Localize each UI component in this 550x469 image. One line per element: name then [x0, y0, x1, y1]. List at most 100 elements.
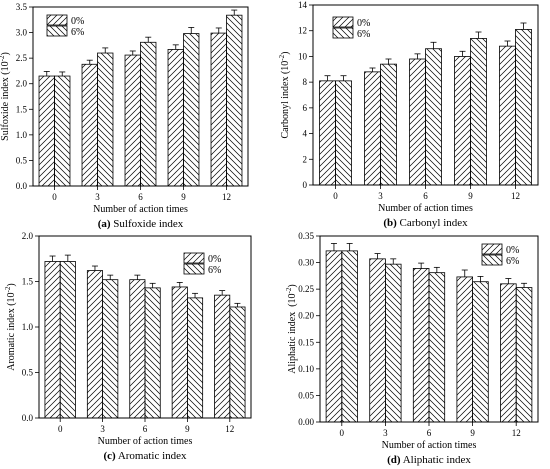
panel-caption: (d) Aliphatic index [387, 454, 471, 466]
y-axis-title-exponent: -2 [285, 287, 293, 293]
y-tick-label: 0.0 [22, 413, 34, 423]
x-tick-label: 6 [138, 192, 143, 202]
x-tick-label: 0 [58, 424, 63, 434]
legend-swatch-6pct [183, 263, 205, 275]
x-tick-label: 12 [511, 191, 520, 201]
y-axis-title: Carbonyl index (10-2) [278, 52, 291, 139]
x-tick-label: 12 [225, 424, 234, 434]
y-tick-label: 0.25 [298, 284, 314, 294]
y-axis-title-exponent: -2 [4, 286, 12, 292]
bar [409, 58, 426, 186]
y-tick-label: 0.0 [16, 181, 28, 191]
panel-caption: (c) Aromatic index [103, 450, 187, 462]
legend: 0% 6% [481, 243, 519, 267]
y-tick-label: 1.5 [16, 104, 28, 114]
legend-swatch-0pct [481, 243, 503, 255]
bar [210, 32, 227, 187]
y-axis-title-end: ) [280, 52, 291, 55]
legend-label-6pct: 6% [208, 265, 221, 276]
legend: 0% 6% [332, 16, 370, 40]
legend-swatch-6pct [46, 25, 68, 37]
y-axis-title-exponent: -2 [0, 55, 6, 61]
x-axis-title: Number of action times [98, 436, 193, 447]
y-tick-label: 2.0 [16, 79, 28, 89]
y-tick-label: 1.5 [22, 277, 34, 287]
y-tick-label: 0.05 [298, 390, 314, 400]
panel-c: 0.0 0.5 1.0 1.5 2.0 0 3 6 9 12 Aromatic index (10… [4, 231, 252, 462]
legend-label-0pct: 0% [208, 254, 221, 265]
y-tick-label: 3.5 [16, 2, 28, 12]
x-tick-label: 0 [333, 191, 338, 201]
y-tick-label: 4 [303, 129, 308, 139]
y-tick-label: 6 [303, 103, 308, 113]
legend-label-0pct: 0% [357, 18, 370, 29]
y-tick-label: 0.30 [298, 258, 314, 268]
bar [124, 54, 141, 187]
caption-text: Aromatic index [116, 450, 187, 462]
bar [140, 41, 157, 187]
bar [97, 52, 114, 187]
bar [380, 63, 397, 186]
y-axis-title-main: Carbonyl index (10 [280, 61, 291, 139]
plot-area: 0 2 4 6 8 10 12 14 0 3 6 9 12 [298, 0, 539, 201]
y-tick-label: 8 [303, 77, 308, 87]
bar [86, 270, 103, 419]
bar [102, 279, 119, 419]
caption-text: Aliphatic index [401, 454, 472, 466]
x-tick-label: 3 [95, 192, 100, 202]
bar [44, 261, 61, 419]
bar [515, 29, 532, 186]
bar [454, 56, 471, 186]
legend-swatch-0pct [332, 16, 354, 28]
bar [428, 272, 446, 423]
panel-caption: (b) Carbonyl index [383, 217, 468, 229]
bar [319, 80, 336, 186]
panel-a: 0.0 0.5 1.0 1.5 2.0 2.5 3.0 3.5 0 3 6 9 12 Sulfoxide… [0, 2, 249, 230]
legend: 0% 6% [46, 14, 84, 38]
legend-label-0pct: 0% [71, 16, 84, 27]
y-tick-label: 3.0 [16, 28, 28, 38]
caption-letter: (a) [98, 218, 111, 230]
bar [369, 258, 386, 423]
y-tick-label: 1.0 [16, 130, 28, 140]
axis-frame [38, 235, 252, 419]
axis-frame [312, 4, 539, 186]
x-axis-title: Number of action times [93, 204, 188, 215]
caption-text: Sulfoxide index [111, 218, 184, 230]
legend-swatch-0pct [183, 252, 205, 264]
axis-frame [32, 6, 249, 187]
x-tick-label: 6 [427, 428, 432, 438]
legend-label-6pct: 6% [506, 256, 519, 267]
bar [412, 268, 430, 423]
y-axis-title-end: ) [6, 283, 17, 286]
y-axis-title-main: Sulfoxide index (10 [0, 61, 11, 140]
bar [472, 281, 489, 423]
legend-label-6pct: 6% [71, 27, 84, 38]
plot-area: 0.0 0.5 1.0 1.5 2.0 2.5 3.0 3.5 0 3 6 9 12 [16, 2, 249, 202]
y-tick-label: 2.5 [16, 53, 28, 63]
panel-caption: (a) Sulfoxide index [98, 218, 184, 230]
y-tick-label: 14 [298, 0, 308, 10]
x-tick-label: 6 [423, 191, 428, 201]
legend-swatch-0pct [46, 14, 68, 26]
y-tick-label: 0.5 [16, 155, 28, 165]
x-tick-label: 0 [52, 192, 57, 202]
bar [129, 279, 146, 419]
axis-frame [319, 235, 539, 423]
bar [229, 306, 246, 419]
bar [214, 294, 231, 419]
bar [499, 45, 516, 186]
x-tick-label: 12 [512, 428, 521, 438]
x-tick-label: 12 [222, 192, 231, 202]
y-tick-label: 0.10 [298, 364, 314, 374]
bar [425, 48, 442, 186]
y-axis-title: Aliphatic index (10-2) [285, 284, 298, 373]
x-tick-label: 3 [383, 428, 388, 438]
x-tick-label: 9 [470, 428, 475, 438]
y-tick-label: 1.0 [22, 322, 34, 332]
x-tick-label: 0 [340, 428, 345, 438]
y-tick-label: 12 [298, 26, 307, 36]
bar [81, 63, 98, 187]
y-tick-label: 0 [303, 180, 308, 190]
